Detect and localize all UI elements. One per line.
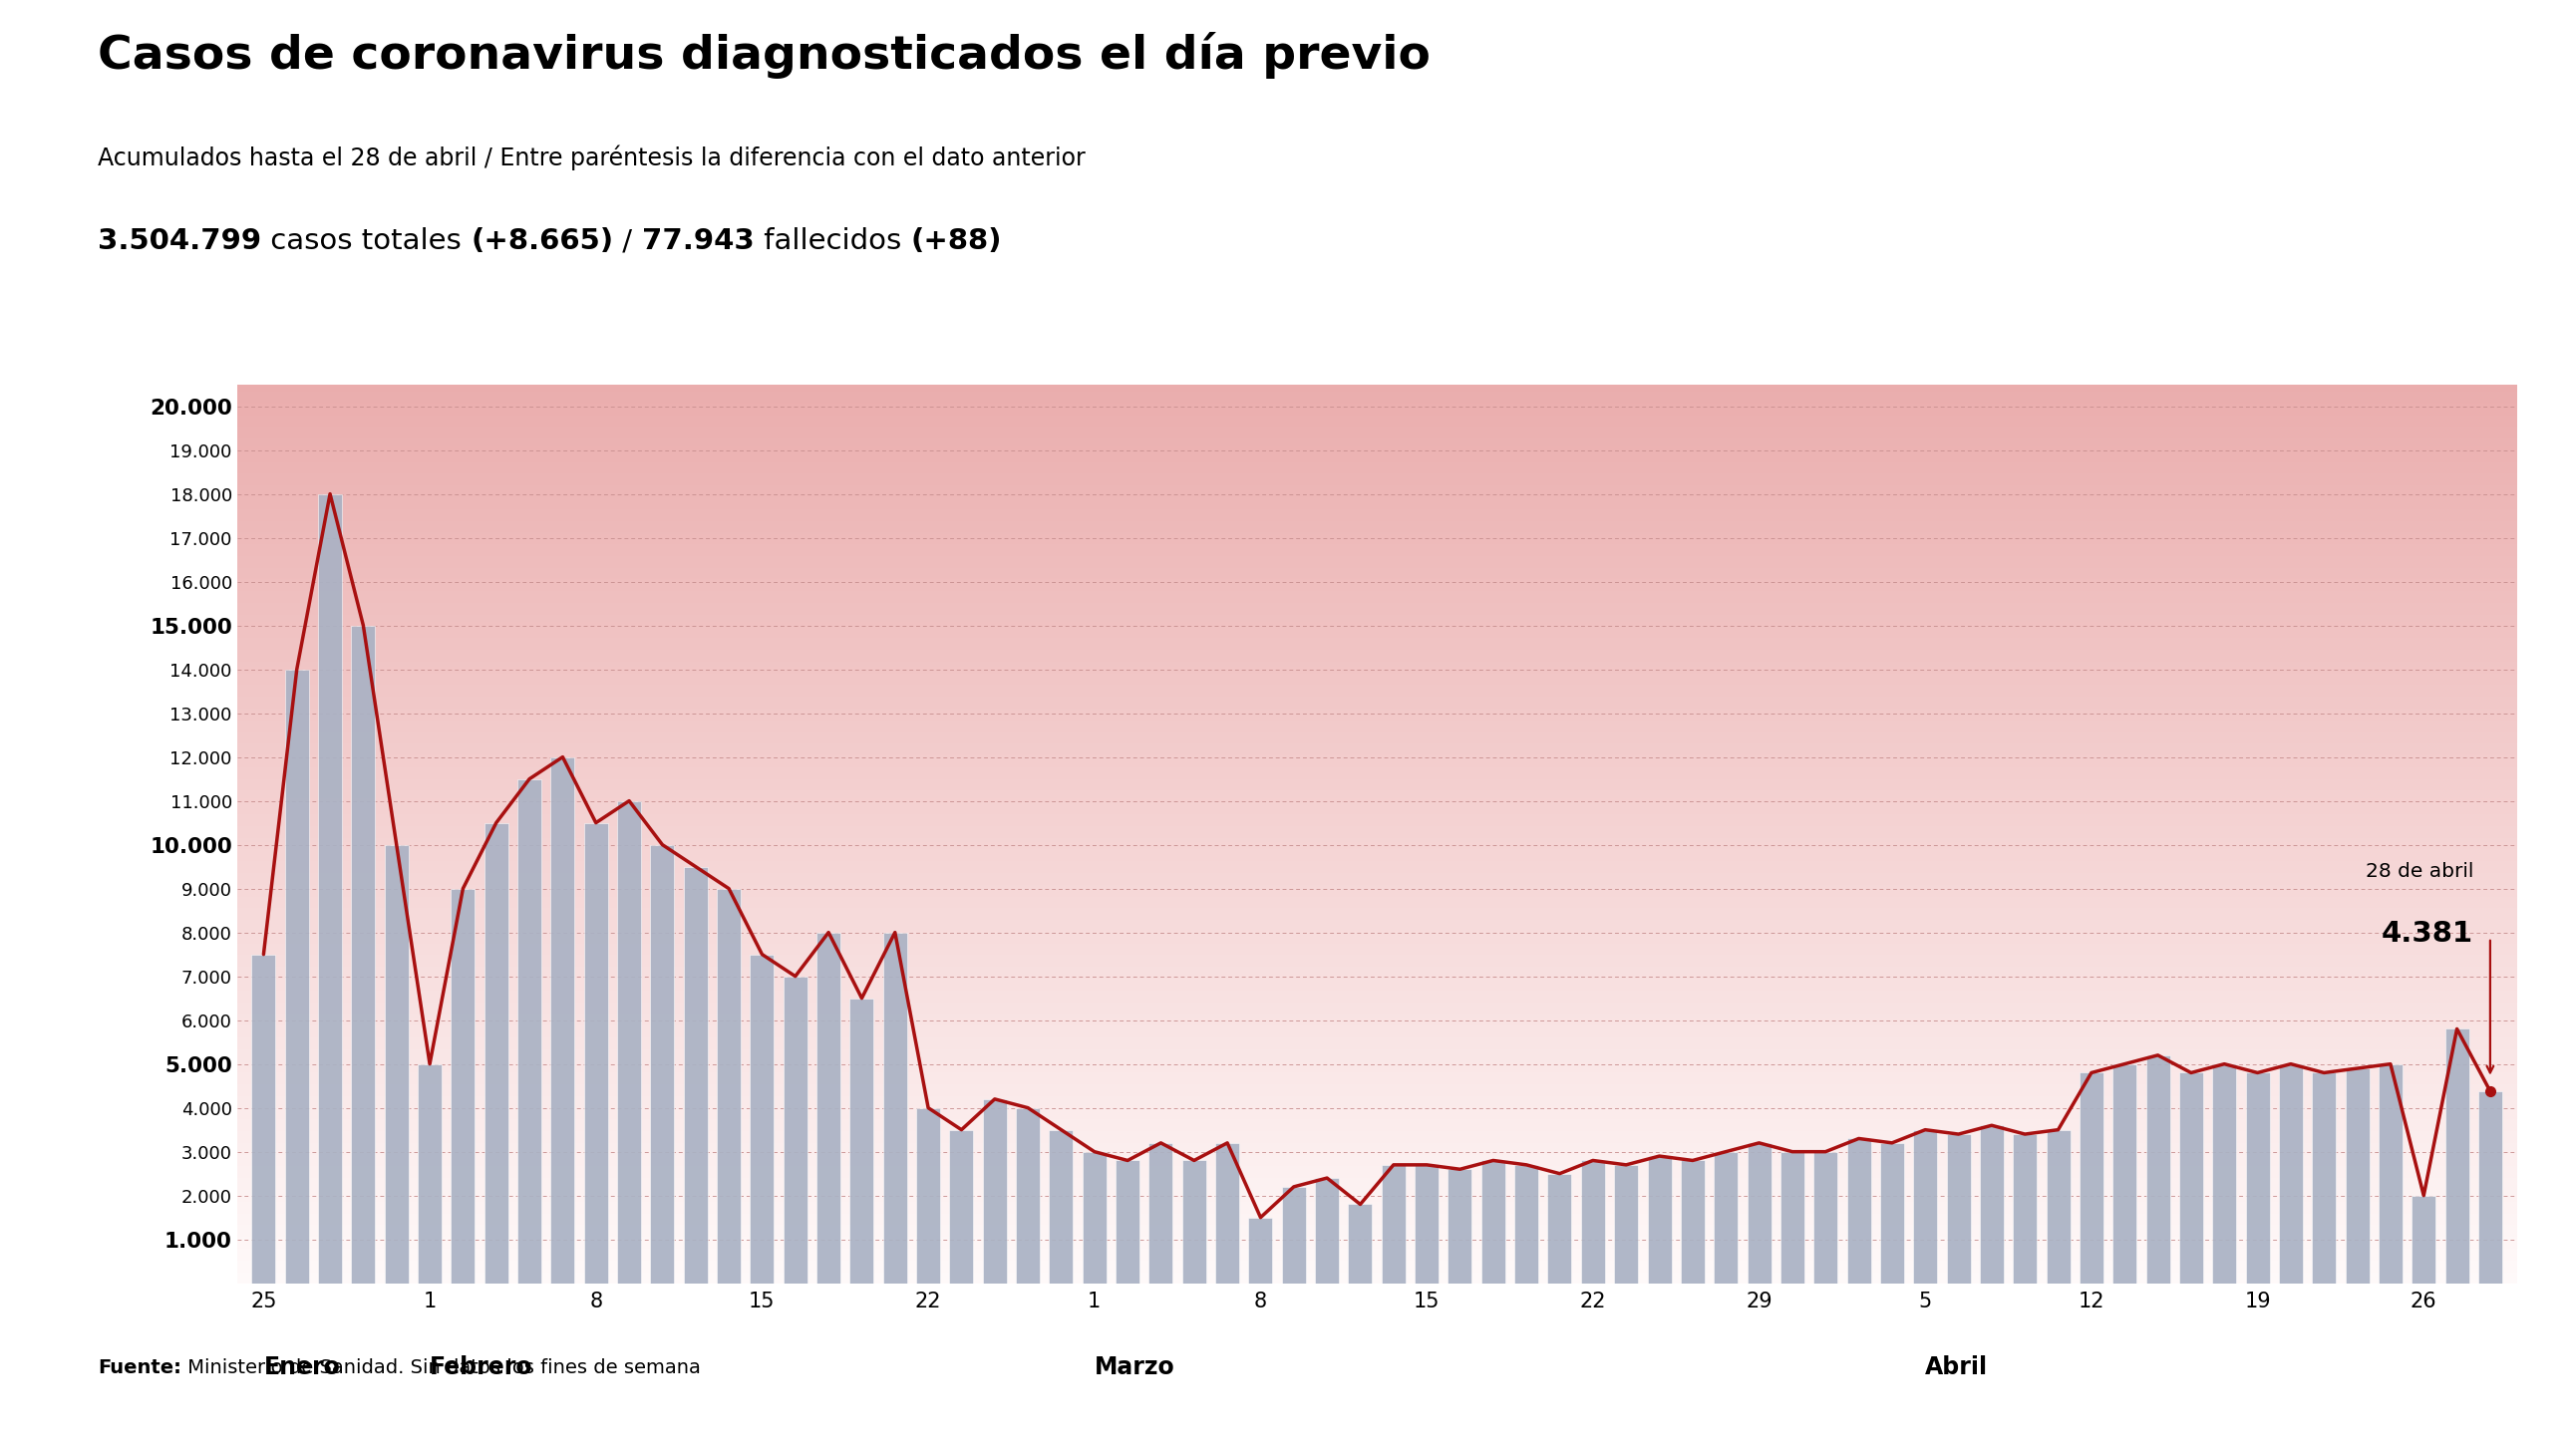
- Bar: [1780, 1151, 1803, 1283]
- Bar: [1615, 1164, 1638, 1283]
- Bar: [384, 845, 410, 1283]
- Bar: [1680, 1160, 1705, 1283]
- Bar: [2045, 1130, 2071, 1283]
- Bar: [649, 845, 675, 1283]
- Bar: [716, 889, 742, 1283]
- Text: Acumulados hasta el 28 de abril / Entre paréntesis la diferencia con el dato ant: Acumulados hasta el 28 de abril / Entre …: [98, 145, 1084, 171]
- Bar: [518, 779, 541, 1283]
- Bar: [1249, 1218, 1273, 1283]
- Bar: [1481, 1160, 1504, 1283]
- Bar: [1814, 1151, 1837, 1283]
- Bar: [1981, 1125, 2004, 1283]
- Bar: [1216, 1143, 1239, 1283]
- Bar: [1316, 1177, 1340, 1283]
- Bar: [981, 1099, 1007, 1283]
- Text: /: /: [613, 228, 641, 255]
- Bar: [618, 800, 641, 1283]
- Bar: [2313, 1073, 2336, 1283]
- Bar: [2112, 1064, 2136, 1283]
- Text: Abril: Abril: [1924, 1356, 1989, 1379]
- Bar: [750, 954, 773, 1283]
- Bar: [1015, 1108, 1041, 1283]
- Bar: [683, 867, 708, 1283]
- Bar: [2146, 1056, 2169, 1283]
- Bar: [1713, 1151, 1739, 1283]
- Text: Ministerio de Sanidad. Sin datos los fines de semana: Ministerio de Sanidad. Sin datos los fin…: [180, 1359, 701, 1378]
- Text: (+88): (+88): [909, 228, 1002, 255]
- Bar: [2179, 1073, 2202, 1283]
- Bar: [951, 1130, 974, 1283]
- Bar: [1048, 1130, 1074, 1283]
- Bar: [1448, 1169, 1471, 1283]
- Bar: [451, 889, 474, 1283]
- Bar: [286, 670, 309, 1283]
- Bar: [1082, 1151, 1105, 1283]
- Bar: [2378, 1064, 2403, 1283]
- Bar: [1947, 1134, 1971, 1283]
- Bar: [252, 954, 276, 1283]
- Bar: [2012, 1134, 2038, 1283]
- Text: Enero: Enero: [263, 1356, 340, 1379]
- Bar: [484, 822, 507, 1283]
- Bar: [1347, 1205, 1373, 1283]
- Bar: [2478, 1092, 2501, 1283]
- Text: 4.381: 4.381: [2383, 921, 2473, 948]
- Bar: [917, 1108, 940, 1283]
- Bar: [2445, 1030, 2468, 1283]
- Text: 28 de abril: 28 de abril: [2365, 861, 2473, 880]
- Bar: [350, 625, 376, 1283]
- Bar: [1847, 1138, 1870, 1283]
- Bar: [817, 932, 840, 1283]
- Bar: [1515, 1164, 1538, 1283]
- Text: Casos de coronavirus diagnosticados el día previo: Casos de coronavirus diagnosticados el d…: [98, 32, 1430, 78]
- Text: fallecidos: fallecidos: [755, 228, 909, 255]
- Text: 77.943: 77.943: [641, 228, 755, 255]
- Bar: [2213, 1064, 2236, 1283]
- Bar: [1182, 1160, 1206, 1283]
- Bar: [1381, 1164, 1406, 1283]
- Bar: [1582, 1160, 1605, 1283]
- Text: Febrero: Febrero: [430, 1356, 533, 1379]
- Text: (+8.665): (+8.665): [471, 228, 613, 255]
- Bar: [317, 494, 343, 1283]
- Text: Fuente:: Fuente:: [98, 1359, 180, 1378]
- Text: Marzo: Marzo: [1095, 1356, 1175, 1379]
- Bar: [417, 1064, 440, 1283]
- Text: casos totales: casos totales: [263, 228, 471, 255]
- Bar: [2411, 1196, 2437, 1283]
- Bar: [2246, 1073, 2269, 1283]
- Bar: [884, 932, 907, 1283]
- Text: 3.504.799: 3.504.799: [98, 228, 263, 255]
- Bar: [1649, 1156, 1672, 1283]
- Bar: [2079, 1073, 2105, 1283]
- Bar: [585, 822, 608, 1283]
- Bar: [783, 976, 806, 1283]
- Bar: [551, 757, 574, 1283]
- Bar: [1548, 1173, 1571, 1283]
- Bar: [1747, 1143, 1772, 1283]
- Bar: [1283, 1186, 1306, 1283]
- Bar: [1149, 1143, 1172, 1283]
- Bar: [1115, 1160, 1139, 1283]
- Bar: [1880, 1143, 1904, 1283]
- Bar: [2344, 1069, 2370, 1283]
- Bar: [1914, 1130, 1937, 1283]
- Bar: [2280, 1064, 2303, 1283]
- Bar: [1414, 1164, 1437, 1283]
- Bar: [850, 998, 873, 1283]
